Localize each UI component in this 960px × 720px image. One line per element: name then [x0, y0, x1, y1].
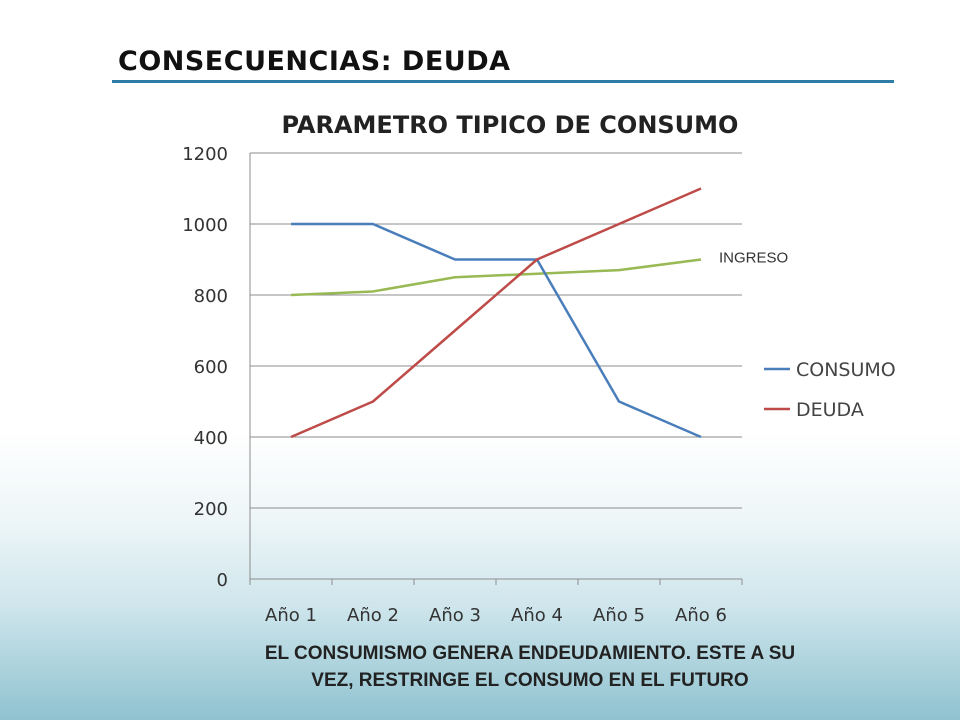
series-line-ingreso [290, 258, 702, 297]
footer-line-2: VEZ, RESTRINGE EL CONSUMO EN EL FUTURO [311, 670, 749, 691]
y-tick-label: 800 [194, 286, 228, 307]
y-tick-label: 0 [217, 570, 228, 591]
y-tick-label: 400 [194, 428, 228, 449]
legend-label-deuda: DEUDA [796, 399, 864, 421]
x-tick-label: Año 6 [675, 605, 727, 626]
series-line-consumo [291, 222, 702, 439]
slide-title: CONSECUENCIAS: DEUDA [118, 46, 511, 77]
chart-legend: CONSUMO DEUDA [764, 359, 896, 421]
chart-gridlines [250, 152, 742, 509]
chart-series [290, 187, 702, 439]
x-tick-label: Año 5 [593, 605, 645, 626]
x-tick-label: Año 2 [347, 605, 399, 626]
legend-label-consumo: CONSUMO [796, 359, 896, 381]
chart-title: PARAMETRO TIPICO DE CONSUMO [282, 111, 739, 139]
chart-annotations: INGRESO [719, 250, 788, 267]
slide-footer: EL CONSUMISMO GENERA ENDEUDAMIENTO. ESTE… [180, 640, 880, 694]
y-tick-label: 200 [194, 499, 228, 520]
x-tick-label: Año 3 [429, 605, 481, 626]
x-tick-label: Año 4 [511, 605, 563, 626]
chart-axes: 0 200 400 600 800 1000 1200 Año 1 Año 2 Año 3 Año … [182, 144, 743, 626]
y-tick-label: 1000 [182, 215, 228, 236]
y-tick-label: 600 [194, 357, 228, 378]
footer-line-1: EL CONSUMISMO GENERA ENDEUDAMIENTO. ESTE… [264, 643, 796, 664]
title-divider [112, 80, 894, 83]
series-line-deuda [290, 187, 702, 439]
y-tick-label: 1200 [182, 144, 228, 165]
x-tick-label: Año 1 [265, 605, 317, 626]
annotation-ingreso: INGRESO [719, 250, 788, 267]
